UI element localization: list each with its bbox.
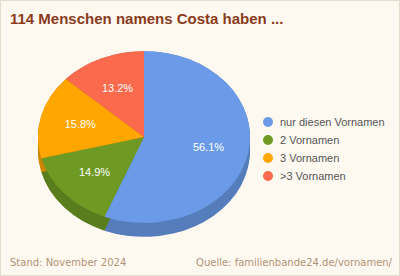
legend-swatch [263,135,273,145]
data-label: 56.1% [193,141,224,153]
background [1,1,400,276]
legend-item: 3 Vornamen [263,152,339,164]
legend-label: 2 Vornamen [280,134,339,146]
legend-item: >3 Vornamen [263,170,346,182]
pie-depth [38,51,250,237]
legend-item: 2 Vornamen [263,134,339,146]
data-label: 15.8% [65,118,96,130]
annotations: Stand: November 2024 Quelle: familienband… [10,257,393,268]
legend-swatch [263,171,273,181]
legend-swatch [263,117,273,127]
legend-label: >3 Vornamen [280,170,346,182]
depth-layer [38,51,250,223]
title: 114 Menschen namens Costa haben ... [10,10,283,27]
legend-item: nur diesen Vornamen [263,116,385,128]
pie [38,51,250,223]
data-label: 14.9% [79,166,110,178]
legend-label: nur diesen Vornamen [280,116,385,128]
legend: nur diesen Vornamen 2 Vornamen 3 Vornamen >… [263,116,385,182]
legend-swatch [263,153,273,163]
annotation: Quelle: familienbande24.de/vornamen/ [196,257,393,268]
annotation: Stand: November 2024 [10,257,126,268]
legend-label: 3 Vornamen [280,152,339,164]
chart: 114 Menschen namens Costa haben ... 56.1%… [0,0,400,276]
data-label: 13.2% [102,82,133,94]
data-labels: 56.1% 14.9% 15.8% 13.2% [65,82,225,178]
